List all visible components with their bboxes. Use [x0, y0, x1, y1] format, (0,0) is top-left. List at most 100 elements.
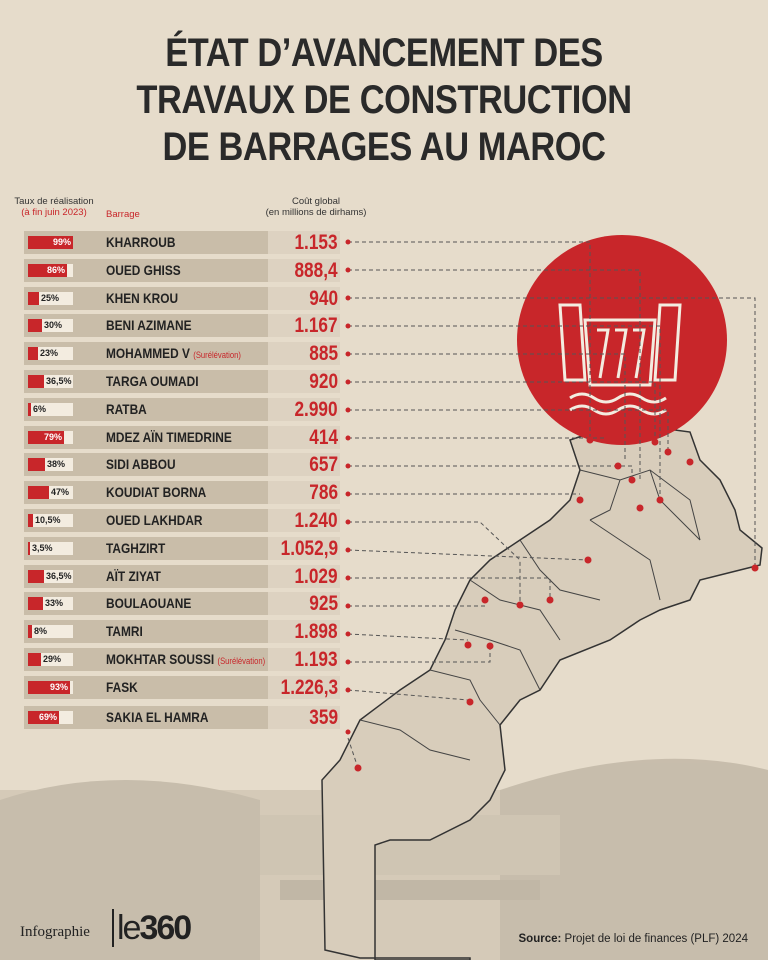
table-row: 79% MDEZ AÏN TIMEDRINE 414: [24, 426, 340, 449]
progress-bar: 30%: [28, 319, 73, 332]
progress-fill: [28, 486, 49, 499]
table-row: 6% RATBA 2.990: [24, 398, 340, 421]
cost-value: 1.153: [294, 231, 338, 254]
dam-name: SAKIA EL HAMRA: [106, 706, 208, 729]
dam-name-text: TAGHZIRT: [106, 540, 166, 556]
progress-label: 69%: [38, 712, 57, 722]
progress-label: 99%: [52, 237, 71, 247]
cost-value: 888,4: [294, 259, 338, 282]
progress-label: 47%: [51, 487, 70, 497]
dam-icon-badge: [517, 235, 727, 445]
dam-name-text: BOULAOUANE: [106, 595, 192, 611]
cost-value: 1.226,3: [280, 676, 338, 699]
progress-fill: [28, 431, 64, 444]
dam-name: KOUDIAT BORNA: [106, 481, 206, 504]
cost-cell: 657: [268, 453, 340, 476]
dam-name: KHARROUB: [106, 231, 175, 254]
dam-note: (Surélévation): [193, 350, 241, 360]
cost-cell: 940: [268, 287, 340, 310]
progress-label: 6%: [33, 404, 47, 414]
progress-bar: 86%: [28, 264, 73, 277]
leader-lines: [347, 241, 756, 769]
table-row: 99% KHARROUB 1.153: [24, 231, 340, 254]
table-row: 29% MOKHTAR SOUSSI (Surélévation) 1.193: [24, 648, 340, 671]
cost-value: 1.052,9: [280, 537, 338, 560]
table-row: 38% SIDI ABBOU 657: [24, 453, 340, 476]
logo-num: 360: [139, 909, 192, 947]
progress-label: 23%: [40, 348, 59, 358]
table-row: 3,5% TAGHZIRT 1.052,9: [24, 537, 340, 560]
page-title: ÉTAT D’AVANCEMENT DES TRAVAUX DE CONSTRU…: [54, 30, 714, 171]
table-row: 47% KOUDIAT BORNA 786: [24, 481, 340, 504]
dam-name-text: MDEZ AÏN TIMEDRINE: [106, 429, 232, 445]
progress-fill: [28, 319, 42, 332]
dam-name-text: AÏT ZIYAT: [106, 568, 161, 584]
table-row: 33% BOULAOUANE 925: [24, 592, 340, 615]
progress-bar: 47%: [28, 486, 73, 499]
region-borders: [359, 469, 701, 761]
progress-fill: [28, 542, 30, 555]
dam-name-text: TARGA OUMADI: [106, 373, 199, 389]
cost-value: 920: [309, 370, 338, 393]
cost-value: 786: [309, 481, 338, 504]
dam-name: MDEZ AÏN TIMEDRINE: [106, 426, 232, 449]
progress-label: 8%: [34, 626, 48, 636]
cost-cell: 1.898: [268, 620, 340, 643]
cost-cell: 1.167: [268, 314, 340, 337]
dam-name-text: KOUDIAT BORNA: [106, 484, 207, 500]
cost-cell: 1.240: [268, 509, 340, 532]
cost-value: 940: [309, 287, 338, 310]
cost-value: 2.990: [294, 398, 338, 421]
dam-name-text: KHEN KROU: [106, 290, 179, 306]
cost-value: 414: [309, 426, 338, 449]
progress-bar: 69%: [28, 711, 73, 724]
cost-value: 359: [309, 706, 338, 729]
dam-name: SIDI ABBOU: [106, 453, 176, 476]
progress-bar: 36,5%: [28, 570, 73, 583]
progress-fill: [28, 653, 41, 666]
dam-name: RATBA: [106, 398, 147, 421]
progress-fill: [28, 625, 32, 638]
progress-label: 3,5%: [32, 543, 53, 553]
progress-bar: 29%: [28, 653, 73, 666]
progress-label: 86%: [46, 265, 65, 275]
dam-name: TAMRI: [106, 620, 143, 643]
progress-label: 29%: [43, 654, 62, 664]
infographie-label: Infographie: [20, 924, 90, 940]
header-dam: Barrage: [106, 209, 140, 220]
header-rate: Taux de réalisation (à fin juin 2023): [10, 196, 98, 218]
title-line-1: ÉTAT D’AVANCEMENT DES: [165, 31, 603, 75]
header-cost: Coût global (en millions de dirhams): [256, 196, 376, 218]
progress-bar: 25%: [28, 292, 73, 305]
cost-value: 1.898: [294, 620, 338, 643]
progress-bar: 8%: [28, 625, 73, 638]
dam-name: TARGA OUMADI: [106, 370, 199, 393]
progress-fill: [28, 375, 44, 388]
cost-cell: 1.029: [268, 565, 340, 588]
dam-name: OUED GHISS: [106, 259, 181, 282]
dam-name-text: FASK: [106, 679, 138, 695]
progress-fill: [28, 292, 39, 305]
progress-bar: 79%: [28, 431, 73, 444]
cost-value: 1.240: [294, 509, 338, 532]
dam-name-text: TAMRI: [106, 623, 143, 639]
table-row: 10,5% OUED LAKHDAR 1.240: [24, 509, 340, 532]
header-cost-label: Coût global: [291, 196, 341, 207]
dam-name: OUED LAKHDAR: [106, 509, 203, 532]
dam-name: KHEN KROU: [106, 287, 178, 310]
dam-name-text: BENI AZIMANE: [106, 317, 192, 333]
dam-name-text: SIDI ABBOU: [106, 456, 176, 472]
progress-label: 10,5%: [35, 515, 61, 525]
source-text: Projet de loi de finances (PLF) 2024: [561, 933, 748, 945]
progress-bar: 99%: [28, 236, 73, 249]
dam-name: MOKHTAR SOUSSI (Surélévation): [106, 648, 265, 671]
progress-bar: 93%: [28, 681, 73, 694]
dam-name: BENI AZIMANE: [106, 314, 192, 337]
dam-name: AÏT ZIYAT: [106, 565, 161, 588]
row-end-dots: [345, 239, 351, 735]
table-row: 8% TAMRI 1.898: [24, 620, 340, 643]
progress-bar: 38%: [28, 458, 73, 471]
cost-cell: 888,4: [268, 259, 340, 282]
header-rate-label: Taux de réalisation: [14, 196, 94, 207]
cost-cell: 414: [268, 426, 340, 449]
